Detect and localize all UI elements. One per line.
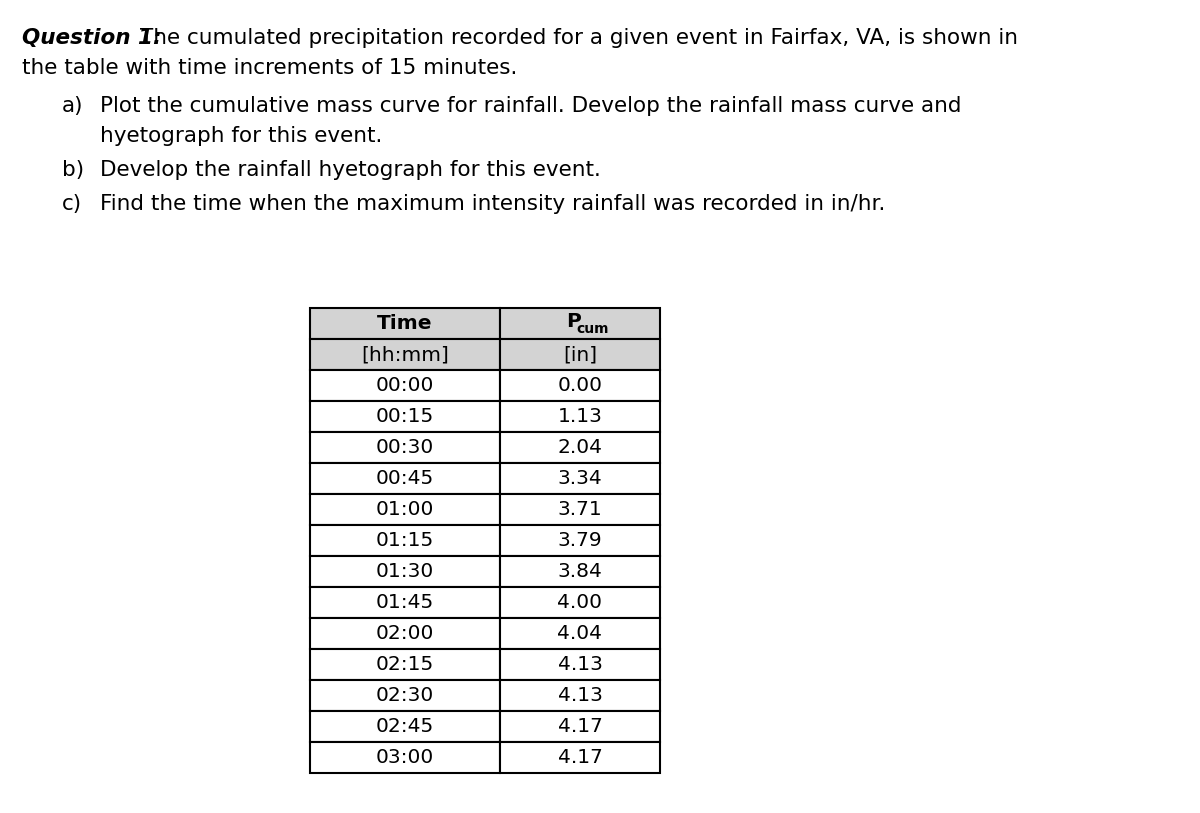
- Text: b): b): [62, 160, 84, 180]
- Bar: [500, 711, 660, 742]
- Bar: [500, 680, 660, 711]
- Text: The cumulated precipitation recorded for a given event in Fairfax, VA, is shown : The cumulated precipitation recorded for…: [140, 28, 1018, 48]
- Bar: [500, 556, 660, 587]
- Text: 01:15: 01:15: [376, 531, 434, 550]
- Text: 4.17: 4.17: [558, 717, 602, 736]
- Bar: [310, 649, 500, 680]
- Text: 3.71: 3.71: [558, 500, 602, 519]
- Text: [in]: [in]: [563, 345, 598, 364]
- Text: c): c): [62, 194, 82, 214]
- Bar: [500, 494, 660, 525]
- Text: 00:15: 00:15: [376, 407, 434, 426]
- Bar: [500, 339, 660, 370]
- Text: Question 1:: Question 1:: [22, 28, 162, 48]
- Text: 02:00: 02:00: [376, 624, 434, 643]
- Text: 3.84: 3.84: [558, 562, 602, 581]
- Bar: [310, 742, 500, 773]
- Bar: [500, 618, 660, 649]
- Text: 0.00: 0.00: [558, 376, 602, 395]
- Text: 00:00: 00:00: [376, 376, 434, 395]
- Text: 4.13: 4.13: [558, 686, 602, 705]
- Bar: [310, 432, 500, 463]
- Bar: [310, 556, 500, 587]
- Text: [hh:mm]: [hh:mm]: [361, 345, 449, 364]
- Bar: [500, 432, 660, 463]
- Text: 4.17: 4.17: [558, 748, 602, 767]
- Bar: [310, 618, 500, 649]
- Text: 2.04: 2.04: [558, 438, 602, 457]
- Bar: [500, 742, 660, 773]
- Text: Time: Time: [377, 314, 433, 333]
- Text: 01:30: 01:30: [376, 562, 434, 581]
- Text: 02:45: 02:45: [376, 717, 434, 736]
- Bar: [500, 308, 660, 339]
- Text: P: P: [566, 312, 581, 331]
- Bar: [310, 680, 500, 711]
- Bar: [500, 401, 660, 432]
- Bar: [310, 463, 500, 494]
- Text: 1.13: 1.13: [558, 407, 602, 426]
- Bar: [310, 711, 500, 742]
- Bar: [310, 587, 500, 618]
- Bar: [500, 525, 660, 556]
- Text: Find the time when the maximum intensity rainfall was recorded in in/hr.: Find the time when the maximum intensity…: [100, 194, 886, 214]
- Text: 4.13: 4.13: [558, 655, 602, 674]
- Text: 00:45: 00:45: [376, 469, 434, 488]
- Text: 4.00: 4.00: [558, 593, 602, 612]
- Text: 01:00: 01:00: [376, 500, 434, 519]
- Text: hyetograph for this event.: hyetograph for this event.: [100, 126, 383, 146]
- Text: 4.04: 4.04: [558, 624, 602, 643]
- Bar: [500, 463, 660, 494]
- Text: 02:15: 02:15: [376, 655, 434, 674]
- Bar: [310, 339, 500, 370]
- Text: a): a): [62, 96, 84, 116]
- Text: Plot the cumulative mass curve for rainfall. Develop the rainfall mass curve and: Plot the cumulative mass curve for rainf…: [100, 96, 961, 116]
- Text: the table with time increments of 15 minutes.: the table with time increments of 15 min…: [22, 58, 517, 78]
- Bar: [310, 401, 500, 432]
- Text: Develop the rainfall hyetograph for this event.: Develop the rainfall hyetograph for this…: [100, 160, 601, 180]
- Text: 3.34: 3.34: [558, 469, 602, 488]
- Text: 03:00: 03:00: [376, 748, 434, 767]
- Text: cum: cum: [576, 321, 608, 336]
- Bar: [310, 525, 500, 556]
- Text: 3.79: 3.79: [558, 531, 602, 550]
- Bar: [310, 308, 500, 339]
- Bar: [310, 494, 500, 525]
- Text: 01:45: 01:45: [376, 593, 434, 612]
- Text: 02:30: 02:30: [376, 686, 434, 705]
- Bar: [500, 370, 660, 401]
- Bar: [500, 649, 660, 680]
- Bar: [500, 587, 660, 618]
- Bar: [310, 370, 500, 401]
- Text: 00:30: 00:30: [376, 438, 434, 457]
